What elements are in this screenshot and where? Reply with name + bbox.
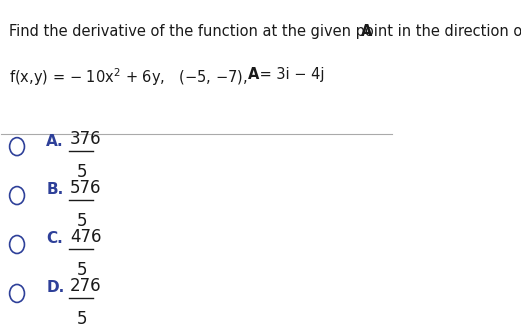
Text: 5: 5 <box>77 261 88 279</box>
Text: A: A <box>361 24 372 39</box>
Text: = 3i − 4j: = 3i − 4j <box>255 67 325 82</box>
Text: 576: 576 <box>70 179 101 197</box>
Text: 476: 476 <box>70 228 101 246</box>
Text: 5: 5 <box>77 212 88 230</box>
Text: f(x,y) = $-$ 10x$^2$ + 6y,   ($-$5, $-$7),: f(x,y) = $-$ 10x$^2$ + 6y, ($-$5, $-$7), <box>9 67 258 88</box>
Text: Find the derivative of the function at the given point in the direction of: Find the derivative of the function at t… <box>9 24 521 39</box>
Text: B.: B. <box>46 182 64 197</box>
Text: C.: C. <box>46 231 63 246</box>
Text: A: A <box>247 67 259 82</box>
Text: A.: A. <box>46 134 64 149</box>
Text: 5: 5 <box>77 163 88 181</box>
Text: 5: 5 <box>77 310 88 328</box>
Text: 276: 276 <box>70 277 102 295</box>
Text: D.: D. <box>46 280 65 295</box>
Text: 376: 376 <box>70 130 102 148</box>
